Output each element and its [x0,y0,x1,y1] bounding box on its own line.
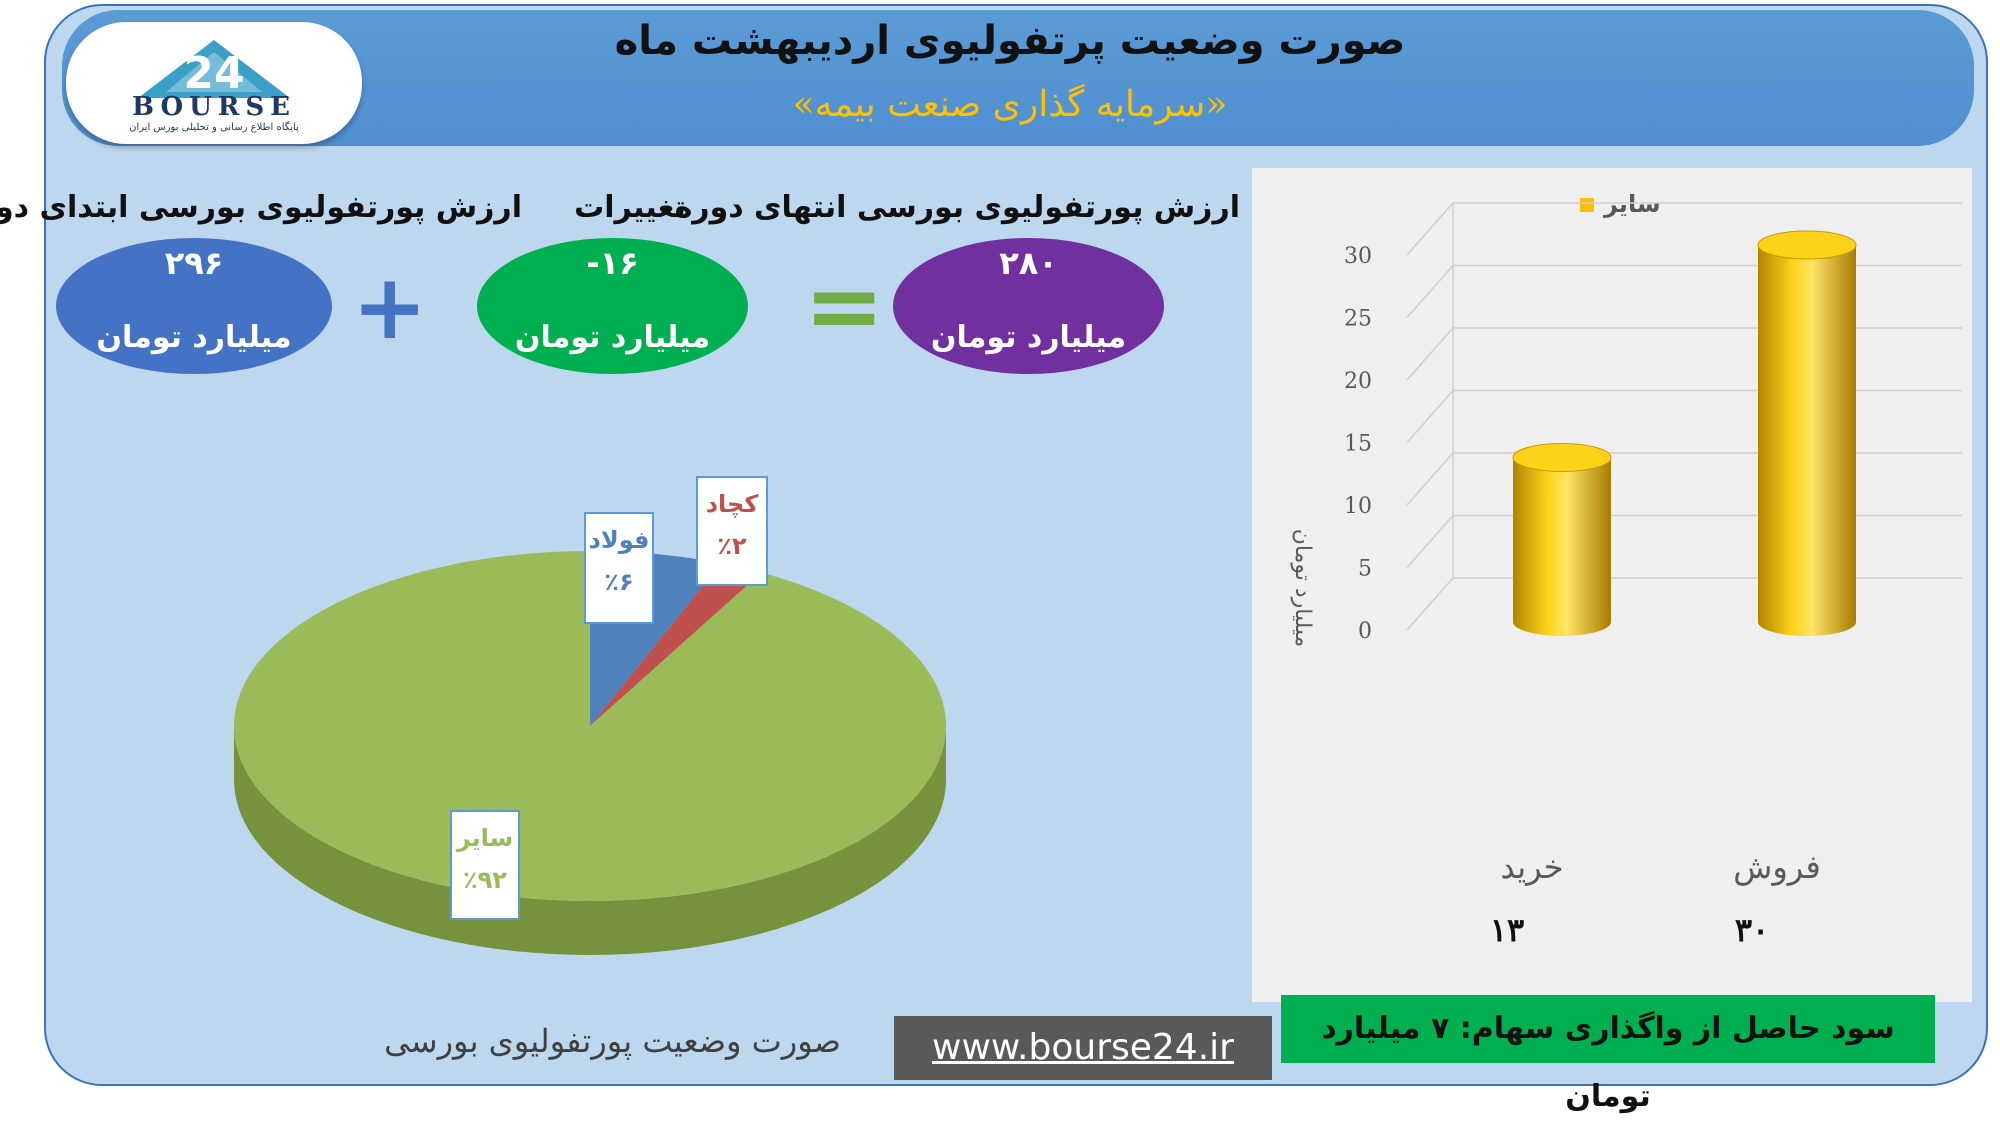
bourse24-logo[interactable]: 24 BOURSE پایگاه اطلاع رسانی و تحلیلی بو… [66,22,362,144]
end-value-label: ارزش پورتفولیوی بورسی انتهای دوره [674,190,1240,225]
pie-slice [590,563,762,726]
logo-mark-icon: 24 [138,40,290,99]
grid-line-side [1406,515,1454,568]
pie-label-kechad: کچاد ٪۲ [696,476,768,586]
pie-label-kechad-percent: ٪۲ [717,532,747,560]
y-axis-title: میلیارد تومان [1290,529,1315,648]
grid-line-side [1406,577,1454,631]
legend-label: سایر [1603,190,1661,218]
logo-text: BOURSE [132,92,296,122]
bar-cylinder [1513,457,1611,636]
grid-line-side [1406,202,1454,256]
y-tick-label: 10 [1344,494,1372,519]
page-title: صورت وضعیت پرتفولیوی اردیبهشت ماه [614,18,1406,64]
bar-cylinder-top [1512,443,1612,472]
page-subtitle: «سرمایه گذاری صنعت بیمه» [792,84,1228,125]
y-tick-label: 5 [1358,557,1372,582]
pie-label-foolad-name: فولاد [588,526,650,554]
bar-value-label: ۱۳ [1490,911,1524,949]
pie-label-kechad-name: کچاد [705,490,759,518]
pie-label-other: سایر ٪۹۲ [450,810,520,920]
bar-cylinder-top [1757,230,1857,260]
end-value: ۲۸۰ [999,244,1058,282]
logo-number: 24 [183,48,244,99]
x-category-label: خرید [1500,848,1563,886]
change-value-unit: میلیارد تومان [514,320,711,355]
bar-cylinder [1758,245,1856,636]
y-tick-label: 20 [1344,369,1372,394]
y-tick-label: 0 [1358,619,1372,644]
equals-symbol: = [804,250,885,362]
change-value-ellipse: -۱۶ میلیارد تومان [477,238,748,374]
change-label: تغییرات [574,190,686,225]
start-value-label: ارزش پورتفولیوی بورسی ابتدای دوره [0,190,522,225]
grid-line-side [1406,327,1454,381]
end-value-ellipse: ۲۸۰ میلیارد تومان [893,238,1164,374]
profit-box: سود حاصل از واگذاری سهام: ۷ میلیارد توما… [1281,995,1935,1114]
y-tick-label: 30 [1344,244,1372,269]
pie-label-foolad: فولاد ٪۶ [584,512,654,624]
header-banner [62,10,1974,146]
grid-line-side [1406,452,1454,506]
end-value-unit: میلیارد تومان [930,320,1127,355]
grid-line-side [1406,390,1454,443]
logo-subtext: پایگاه اطلاع رسانی و تحلیلی بورس ایران [129,122,299,133]
x-category-label: فروش [1733,848,1820,886]
pie-caption: صورت وضعیت پورتفولیوی بورسی [384,1022,841,1060]
plus-symbol: + [352,255,428,360]
pie-label-other-percent: ٪۹۲ [463,866,507,894]
website-link[interactable]: www.bourse24.ir [894,1016,1272,1080]
grid-line-side [1406,265,1454,318]
start-value: ۲۹۶ [164,244,224,282]
y-tick-label: 15 [1344,432,1372,457]
bar-value-label: ۳۰ [1735,911,1769,949]
y-tick-label: 25 [1344,307,1372,332]
start-value-unit: میلیارد تومان [96,320,292,355]
bar-chart: سایر میلیارد تومان 0 5 10 15 20 25 30 خرید ۱۳ فر… [1290,190,1962,949]
legend-swatch [1580,198,1594,212]
pie-slice [234,551,947,901]
change-value: -۱۶ [586,244,639,282]
pie-label-other-name: سایر [456,824,514,852]
pie-label-foolad-percent: ٪۶ [604,568,634,596]
start-value-ellipse: ۲۹۶ میلیارد تومان [56,238,332,374]
pie-side [234,726,946,955]
